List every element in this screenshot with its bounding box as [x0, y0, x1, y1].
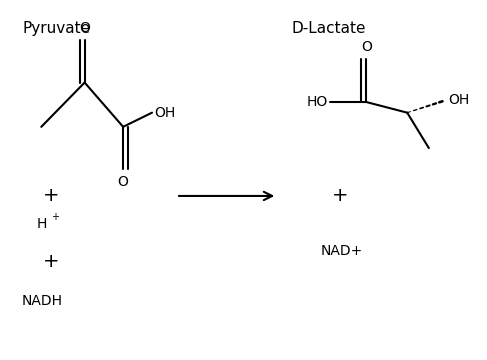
Text: HO: HO — [306, 95, 328, 109]
Text: O: O — [79, 21, 90, 35]
Text: +: + — [51, 212, 59, 222]
Text: +: + — [43, 252, 59, 271]
Text: OH: OH — [154, 105, 176, 120]
Text: D-Lactate: D-Lactate — [292, 21, 366, 36]
Text: +: + — [43, 186, 59, 206]
Text: NADH: NADH — [22, 293, 63, 307]
Text: O: O — [361, 40, 372, 54]
Text: O: O — [118, 175, 129, 189]
Text: H: H — [37, 217, 47, 231]
Text: Pyruvate: Pyruvate — [22, 21, 90, 36]
Text: NAD+: NAD+ — [320, 244, 363, 258]
Text: +: + — [332, 186, 348, 206]
Text: OH: OH — [448, 93, 469, 107]
